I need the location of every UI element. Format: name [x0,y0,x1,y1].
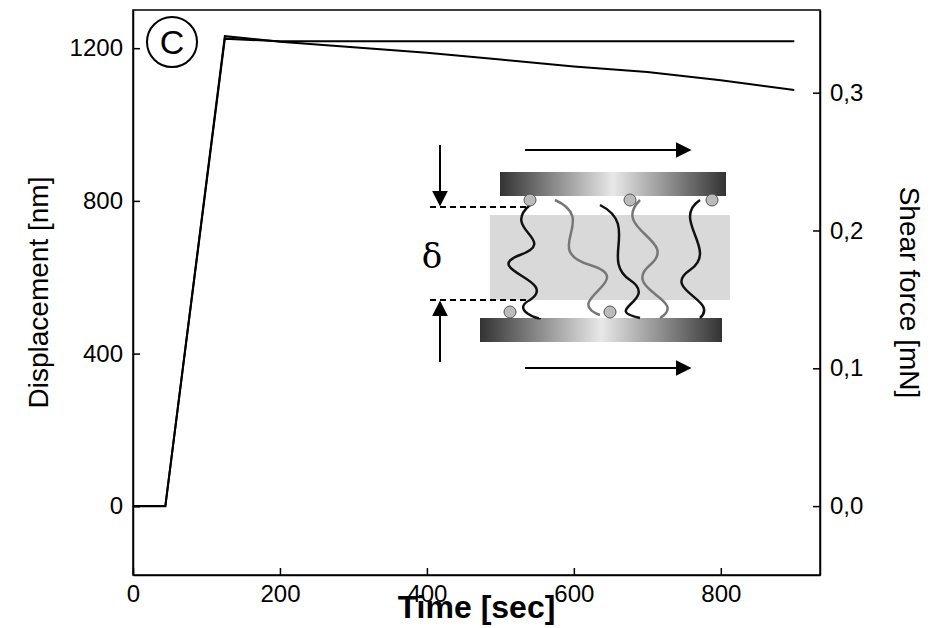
tick: 400 [83,340,140,367]
gap-symbol: δ [422,236,442,276]
tick-mark [574,568,576,575]
tick-label: 200 [260,580,300,607]
plate [500,172,726,196]
polymer-chain [632,200,667,318]
y2-axis-title: Shear force [mN] [894,187,925,399]
tick-label: 0,2 [830,217,863,244]
tick: 800 [83,187,140,214]
arrow [439,145,441,205]
tick-mark [280,568,282,575]
anchor [706,194,718,206]
tick-label: 1200 [70,34,123,61]
tick-label: 800 [701,580,741,607]
y-axis: 0 400 800 1200 [70,11,140,576]
tick: 800 [701,568,741,607]
tick: 200 [260,568,300,607]
tick-label: 400 [83,340,123,367]
panel-letter: C [160,23,185,61]
tick: 0,3 [813,79,863,106]
polymer-chain [555,200,607,315]
tick-label: 800 [83,187,123,214]
anchor [604,306,616,318]
y-axis-title: Displacement [nm] [23,177,54,409]
plate [480,318,722,342]
tick-mark [133,353,140,355]
inset-schematic [430,145,730,368]
tick-mark [133,48,140,50]
axis-line [820,11,822,576]
dashed-line [430,206,530,208]
y2-axis: 0,0 0,1 0,2 0,3 [813,11,863,576]
x-axis-title: Time [sec] [398,589,556,625]
plot-frame [133,10,820,575]
axis-line [134,575,821,577]
tick-label: 0,3 [830,79,863,106]
tick: 1200 [70,34,140,61]
tick-mark [813,92,820,94]
tick-label: 0 [110,492,123,519]
axis-line [133,11,135,576]
tick-label: 0,1 [830,354,863,381]
tick-mark [813,368,820,370]
arrow [525,149,690,151]
tick-mark [721,568,723,575]
arrow [525,367,690,369]
tick-mark [813,506,820,508]
gap-band [490,215,730,300]
polymer-chain [681,200,704,318]
tick-label: 0 [127,580,140,607]
series-line [133,39,794,507]
anchor [624,194,636,206]
chart: 0200400600800040080012000,00,10,20,3Time… [0,0,942,628]
tick-label: 0,0 [830,492,863,519]
tick-mark [427,568,429,575]
panel-letter-circle [147,17,197,67]
series-line [133,36,794,506]
anchor [524,194,536,206]
dashed-line [430,299,530,301]
tick: 0,0 [813,492,863,519]
tick: 600 [554,568,594,607]
polymer-chain [509,205,540,318]
tick-label: 600 [554,580,594,607]
tick-mark [813,230,820,232]
tick: 0,1 [813,354,863,381]
tick: 0,2 [813,217,863,244]
tick-mark [133,201,140,203]
anchor [504,306,516,318]
plot-area [133,36,794,506]
arrow [439,302,441,362]
